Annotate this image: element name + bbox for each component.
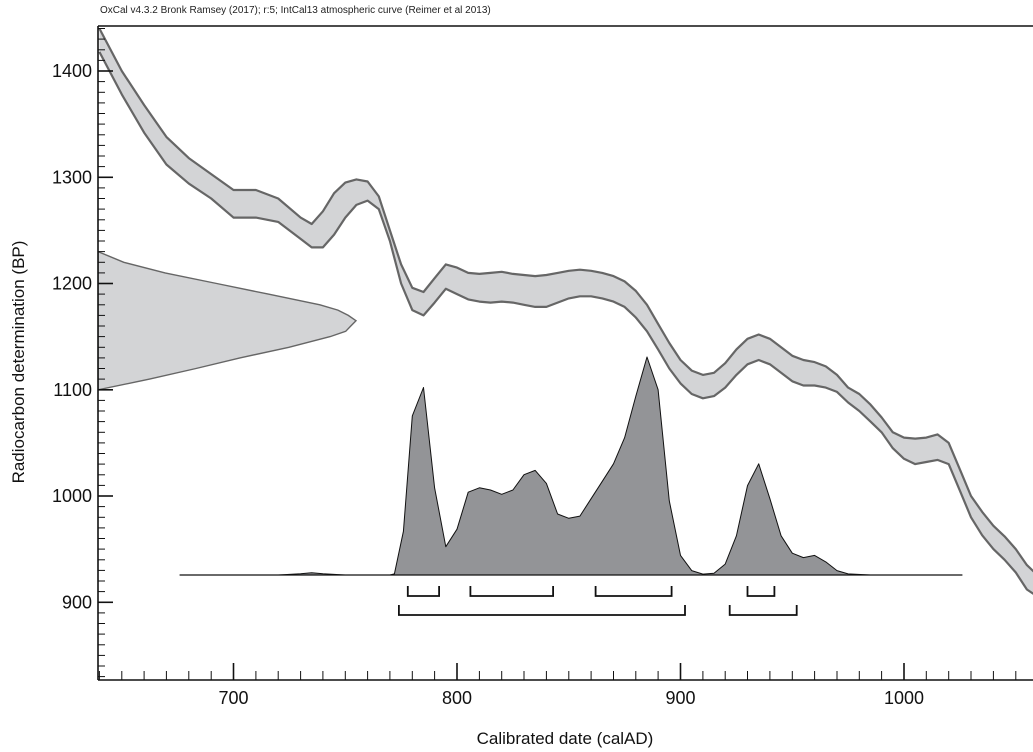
range-68-bracket <box>406 586 440 597</box>
x-tick-label: 800 <box>442 688 472 708</box>
y-tick-label: 1000 <box>52 486 92 506</box>
y-tick-label: 1300 <box>52 167 92 187</box>
range-95-bracket <box>728 605 798 616</box>
y-ticks: 900 1000 1100 1200 1300 1400 <box>52 28 113 678</box>
range-95-bracket <box>398 605 686 616</box>
chart-header: OxCal v4.3.2 Bronk Ramsey (2017); r:5; I… <box>100 5 491 16</box>
x-tick-label: 900 <box>665 688 695 708</box>
calibration-upper-line <box>98 27 1033 573</box>
measurement-distribution-shape <box>98 250 358 391</box>
y-tick-label: 1400 <box>52 61 92 81</box>
axes: 900 1000 1100 1200 1300 1400 700 800 900 1000 <box>52 25 1033 708</box>
measurement-distribution <box>98 250 358 391</box>
hpd-ranges <box>398 586 798 616</box>
y-tick-label: 900 <box>62 592 92 612</box>
x-tick-label: 1000 <box>884 688 924 708</box>
range-68-bracket <box>594 586 673 597</box>
y-axis-label: Radiocarbon determination (BP) <box>9 241 28 484</box>
x-axis-label: Calibrated date (calAD) <box>477 729 654 748</box>
x-ticks: 700 800 900 1000 <box>98 663 1017 708</box>
range-68-bracket <box>746 586 776 597</box>
x-tick-label: 700 <box>218 688 248 708</box>
calibration-lower-line <box>98 51 1033 595</box>
calibrated-distribution-shape <box>179 356 963 576</box>
calibration-curve <box>98 27 1033 595</box>
y-tick-label: 1200 <box>52 274 92 294</box>
y-tick-label: 1100 <box>53 380 92 400</box>
calibrated-distribution <box>179 356 963 576</box>
range-68-bracket <box>469 586 554 597</box>
